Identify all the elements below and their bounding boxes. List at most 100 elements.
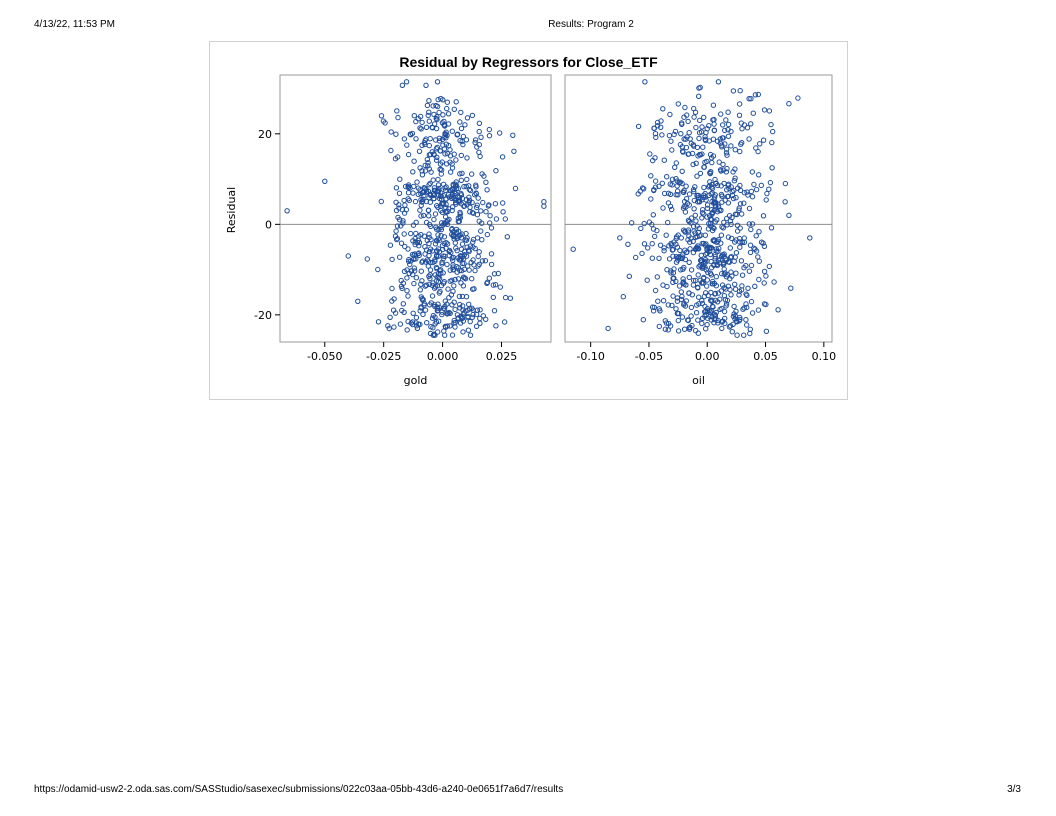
scatter-point xyxy=(493,168,499,174)
scatter-point xyxy=(730,88,737,94)
scatter-point xyxy=(426,118,433,124)
scatter-point xyxy=(675,192,681,198)
scatter-point xyxy=(476,120,483,127)
scatter-point xyxy=(725,200,732,206)
scatter-point xyxy=(697,257,704,264)
scatter-point xyxy=(665,302,671,308)
scatter-point xyxy=(713,309,719,316)
scatter-point xyxy=(510,132,516,139)
plot-panel-frame-oil xyxy=(564,74,833,343)
scatter-point xyxy=(699,151,705,157)
scatter-point xyxy=(435,204,441,211)
scatter-point xyxy=(447,323,453,329)
scatter-point xyxy=(478,228,484,234)
scatter-point xyxy=(461,183,467,190)
scatter-point xyxy=(433,125,440,132)
scatter-point xyxy=(651,125,657,132)
scatter-point xyxy=(470,257,476,263)
scatter-point xyxy=(699,300,706,307)
scatter-point xyxy=(733,308,739,314)
scatter-point xyxy=(714,217,720,223)
scatter-point xyxy=(743,263,749,269)
scatter-point xyxy=(460,256,467,262)
scatter-point xyxy=(399,82,406,88)
scatter-point xyxy=(541,203,547,209)
scatter-point xyxy=(419,119,425,126)
scatter-point xyxy=(645,245,651,251)
scatter-point xyxy=(442,253,448,260)
scatter-point xyxy=(404,142,410,148)
scatter-point xyxy=(413,136,419,142)
scatter-point xyxy=(725,133,732,140)
scatter-point xyxy=(499,154,506,160)
scatter-point xyxy=(425,263,432,269)
scatter-point xyxy=(467,332,474,338)
scatter-point xyxy=(719,135,726,141)
scatter-point xyxy=(711,280,718,287)
scatter-point xyxy=(491,271,498,277)
scatter-point xyxy=(724,215,730,222)
scatter-point xyxy=(715,238,721,244)
scatter-point xyxy=(679,293,685,300)
scatter-point xyxy=(695,317,701,323)
scatter-point xyxy=(470,210,477,216)
scatter-point xyxy=(442,187,449,194)
scatter-point xyxy=(731,303,737,310)
scatter-point xyxy=(444,105,450,112)
scatter-point xyxy=(435,307,441,314)
scatter-point xyxy=(635,123,642,130)
scatter-point xyxy=(462,275,468,281)
scatter-point xyxy=(467,306,473,312)
plot-panel-frame-gold xyxy=(279,74,552,343)
scatter-point xyxy=(417,125,423,131)
scatter-point xyxy=(709,159,715,166)
scatter-point xyxy=(424,156,431,163)
scatter-point xyxy=(458,280,464,286)
scatter-point xyxy=(391,324,397,330)
scatter-point xyxy=(751,245,757,251)
print-datetime: 4/13/22, 11:53 PM xyxy=(34,19,115,30)
scatter-point xyxy=(731,178,738,184)
scatter-point xyxy=(409,321,416,328)
scatter-point xyxy=(756,276,762,283)
scatter-point xyxy=(681,198,688,205)
scatter-point xyxy=(710,102,717,108)
scatter-point xyxy=(652,178,659,184)
scatter-point xyxy=(764,190,770,197)
scatter-point xyxy=(440,112,446,118)
scatter-point xyxy=(501,319,508,325)
scatter-point xyxy=(675,317,681,324)
scatter-point xyxy=(673,306,679,312)
scatter-point xyxy=(788,285,794,291)
scatter-point xyxy=(758,182,764,189)
scatter-point xyxy=(450,181,456,188)
scatter-point xyxy=(691,228,697,234)
scatter-point xyxy=(633,254,639,261)
scatter-point xyxy=(760,213,767,219)
scatter-point xyxy=(766,108,773,114)
scatter-point xyxy=(423,282,430,288)
scatter-point xyxy=(693,310,700,316)
scatter-point xyxy=(669,182,675,188)
x-tick-label: -0.10 xyxy=(576,350,604,363)
scatter-point xyxy=(685,317,691,324)
scatter-point xyxy=(459,268,465,274)
scatter-point xyxy=(676,283,683,289)
scatter-point xyxy=(433,157,440,163)
scatter-point xyxy=(490,282,496,288)
scatter-point xyxy=(425,258,432,264)
scatter-point xyxy=(401,136,408,142)
scatter-point xyxy=(711,238,718,244)
scatter-point xyxy=(649,255,655,261)
scatter-point xyxy=(695,192,702,199)
scatter-point xyxy=(725,121,732,128)
scatter-point xyxy=(502,216,508,222)
scatter-point xyxy=(408,230,414,237)
scatter-point xyxy=(807,235,813,241)
scatter-point xyxy=(712,291,718,297)
scatter-point xyxy=(541,199,547,205)
scatter-point xyxy=(708,184,715,190)
scatter-point xyxy=(473,184,479,190)
scatter-point xyxy=(425,163,431,169)
scatter-point xyxy=(652,131,659,137)
